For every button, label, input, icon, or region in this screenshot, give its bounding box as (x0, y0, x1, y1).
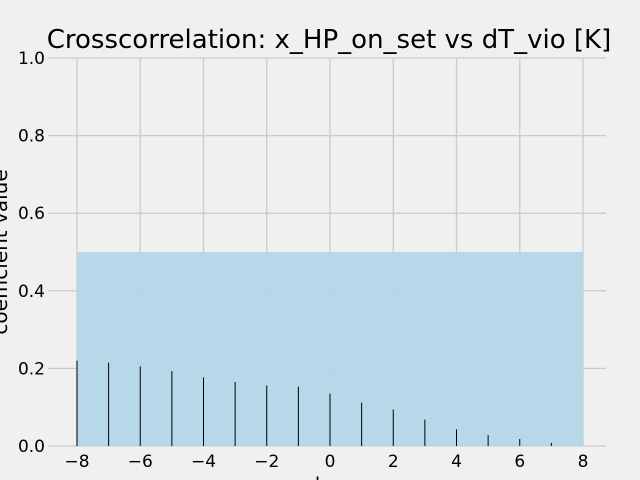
x-tick-label: 6 (514, 452, 525, 472)
y-axis-label: coefficient value (0, 169, 12, 334)
x-tick-label: 2 (388, 452, 399, 472)
y-tick-label: 0.6 (18, 204, 45, 224)
x-tick-label: −6 (128, 452, 153, 472)
y-tick-label: 1.0 (18, 49, 45, 69)
y-tick-label: 0.4 (18, 282, 45, 302)
x-axis-label: lag (315, 473, 346, 480)
bars-layer (76, 360, 552, 446)
y-tick-label: 0.0 (18, 437, 45, 457)
x-tick-label: −4 (191, 452, 216, 472)
y-tick-labels: 0.0 0.2 0.4 0.6 0.8 1.0 (18, 49, 45, 457)
x-tick-label: 0 (325, 452, 336, 472)
x-tick-label: 8 (578, 452, 589, 472)
x-tick-label: −2 (254, 452, 279, 472)
y-tick-label: 0.8 (18, 127, 45, 147)
x-tick-label: 4 (451, 452, 462, 472)
x-tick-labels: −8 −6 −4 −2 0 2 4 6 8 (64, 452, 588, 472)
x-tick-label: −8 (64, 452, 89, 472)
chart-title: Crosscorrelation: x_HP_on_set vs dT_vio … (47, 25, 612, 55)
y-tick-label: 0.2 (18, 359, 45, 379)
